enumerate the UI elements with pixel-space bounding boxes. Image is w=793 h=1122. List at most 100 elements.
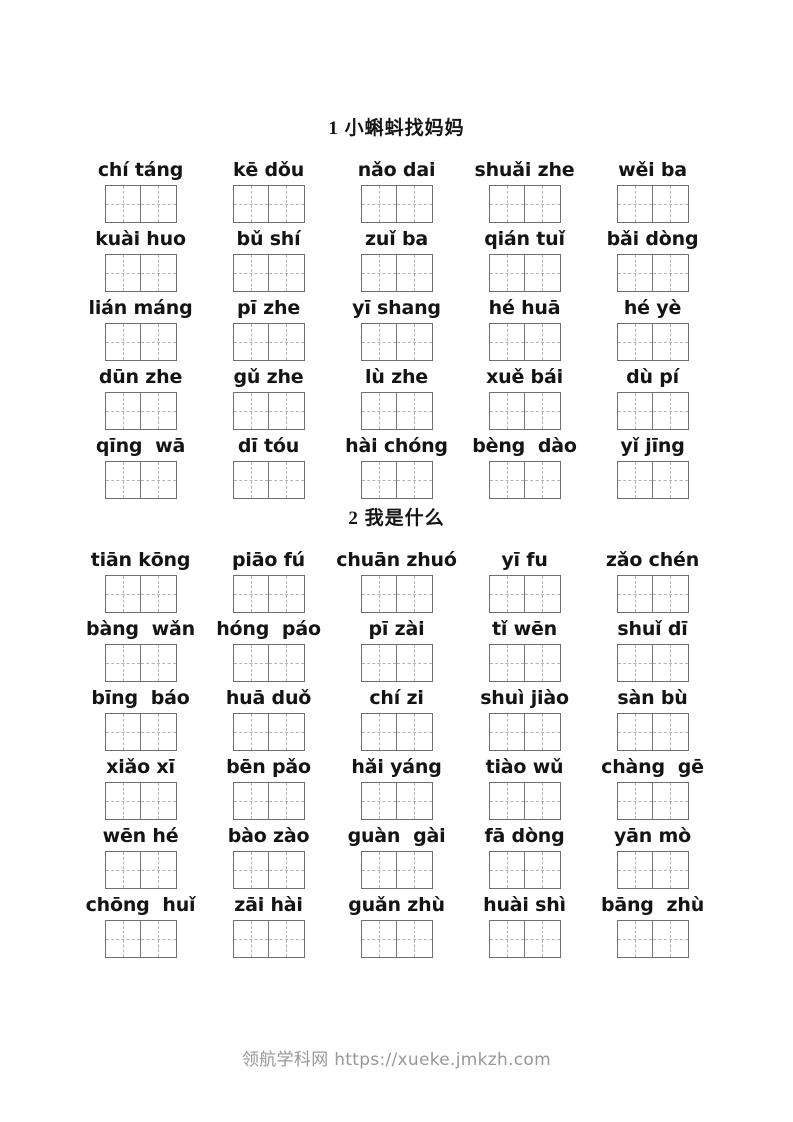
- writing-grid-box: [232, 644, 305, 682]
- tianzige-cell: [141, 921, 176, 957]
- writing-grid-box: [232, 185, 305, 223]
- tianzige-cell: [361, 852, 397, 888]
- tianzige-cell: [233, 255, 269, 291]
- pinyin-label: kuài huo: [95, 228, 186, 250]
- writing-grid-box: [232, 851, 305, 889]
- writing-grid-box: [104, 644, 177, 682]
- tianzige-cell: [269, 186, 304, 222]
- tianzige-cell: [269, 324, 304, 360]
- pinyin-label: bǎi dòng: [606, 228, 699, 250]
- tianzige-cell: [105, 186, 141, 222]
- writing-grid-box: [616, 185, 689, 223]
- writing-grid-box: [360, 920, 433, 958]
- section-title: 2 我是什么: [348, 508, 445, 529]
- word-item: hài chóng: [333, 433, 461, 499]
- writing-grid-box: [360, 644, 433, 682]
- word-item: huài shì: [461, 892, 589, 958]
- word-row: xiǎo xī bēn pǎo hǎi yáng tiào wǔ chàng gē: [77, 754, 717, 820]
- pinyin-label: qián tuǐ: [484, 228, 565, 250]
- word-row: qīng wā dī tóu hài chóng bèng dào yǐ jīng: [77, 433, 717, 499]
- writing-grid-box: [232, 392, 305, 430]
- writing-grid-box: [616, 575, 689, 613]
- writing-grid-box: [488, 392, 561, 430]
- word-row: lián máng pī zhe yī shang hé huā hé yè: [77, 295, 717, 361]
- tianzige-cell: [361, 645, 397, 681]
- pinyin-label: guàn gài: [347, 825, 446, 847]
- writing-grid-box: [232, 782, 305, 820]
- pinyin-label: guǎn zhù: [348, 894, 445, 916]
- tianzige-cell: [489, 462, 525, 498]
- tianzige-cell: [489, 783, 525, 819]
- tianzige-cell: [525, 852, 560, 888]
- tianzige-cell: [269, 921, 304, 957]
- writing-grid-box: [232, 575, 305, 613]
- tianzige-cell: [141, 576, 176, 612]
- pinyin-label: hài chóng: [345, 435, 448, 457]
- tianzige-cell: [489, 393, 525, 429]
- pinyin-label: sàn bù: [617, 687, 688, 709]
- tianzige-cell: [525, 645, 560, 681]
- tianzige-cell: [617, 324, 653, 360]
- word-row: kuài huo bǔ shí zuǐ ba qián tuǐ bǎi dòng: [77, 226, 717, 292]
- tianzige-cell: [269, 576, 304, 612]
- word-item: sàn bù: [589, 685, 717, 751]
- tianzige-cell: [141, 186, 176, 222]
- tianzige-cell: [361, 324, 397, 360]
- tianzige-cell: [269, 393, 304, 429]
- section-title: 1 小蝌蚪找妈妈: [328, 118, 465, 139]
- tianzige-cell: [653, 576, 688, 612]
- word-item: yī fu: [461, 547, 589, 613]
- word-item: lián máng: [77, 295, 205, 361]
- word-item: bèng dào: [461, 433, 589, 499]
- tianzige-cell: [525, 393, 560, 429]
- tianzige-cell: [233, 714, 269, 750]
- tianzige-cell: [105, 783, 141, 819]
- tianzige-cell: [233, 921, 269, 957]
- tianzige-cell: [525, 324, 560, 360]
- word-item: dūn zhe: [77, 364, 205, 430]
- tianzige-cell: [361, 393, 397, 429]
- tianzige-cell: [525, 462, 560, 498]
- writing-grid-box: [232, 920, 305, 958]
- tianzige-cell: [617, 852, 653, 888]
- writing-grid-box: [232, 461, 305, 499]
- tianzige-cell: [617, 714, 653, 750]
- writing-grid-box: [616, 713, 689, 751]
- tianzige-cell: [397, 255, 432, 291]
- writing-grid-box: [616, 644, 689, 682]
- writing-grid-box: [360, 323, 433, 361]
- word-row: bīng báo huā duǒ chí zi shuì jiào sàn bù: [77, 685, 717, 751]
- tianzige-cell: [233, 852, 269, 888]
- word-item: chàng gē: [589, 754, 717, 820]
- word-item: dù pí: [589, 364, 717, 430]
- pinyin-label: wēn hé: [102, 825, 179, 847]
- word-row: chí táng kē dǒu nǎo dai shuǎi zhe wěi ba: [77, 157, 717, 223]
- tianzige-cell: [489, 645, 525, 681]
- tianzige-cell: [653, 783, 688, 819]
- tianzige-cell: [397, 462, 432, 498]
- tianzige-cell: [105, 255, 141, 291]
- pinyin-label: chōng huǐ: [85, 894, 196, 916]
- pinyin-label: fā dòng: [484, 825, 565, 847]
- tianzige-cell: [269, 714, 304, 750]
- tianzige-cell: [233, 324, 269, 360]
- pinyin-label: dù pí: [626, 366, 679, 388]
- tianzige-cell: [233, 393, 269, 429]
- writing-grid-box: [104, 392, 177, 430]
- word-item: qián tuǐ: [461, 226, 589, 292]
- tianzige-cell: [233, 783, 269, 819]
- pinyin-label: dī tóu: [237, 435, 300, 457]
- writing-grid-box: [360, 575, 433, 613]
- pinyin-label: pī zài: [368, 618, 425, 640]
- worksheet-content: 1 小蝌蚪找妈妈 chí táng kē dǒu nǎo dai shuǎi zhe wě…: [77, 118, 717, 958]
- pinyin-label: hóng páo: [216, 618, 321, 640]
- word-item: pī zài: [333, 616, 461, 682]
- tianzige-cell: [141, 714, 176, 750]
- tianzige-cell: [361, 186, 397, 222]
- word-row: dūn zhe gǔ zhe lù zhe xuě bái dù pí: [77, 364, 717, 430]
- tianzige-cell: [361, 462, 397, 498]
- tianzige-cell: [233, 462, 269, 498]
- tianzige-cell: [269, 645, 304, 681]
- tianzige-cell: [141, 783, 176, 819]
- word-item: kuài huo: [77, 226, 205, 292]
